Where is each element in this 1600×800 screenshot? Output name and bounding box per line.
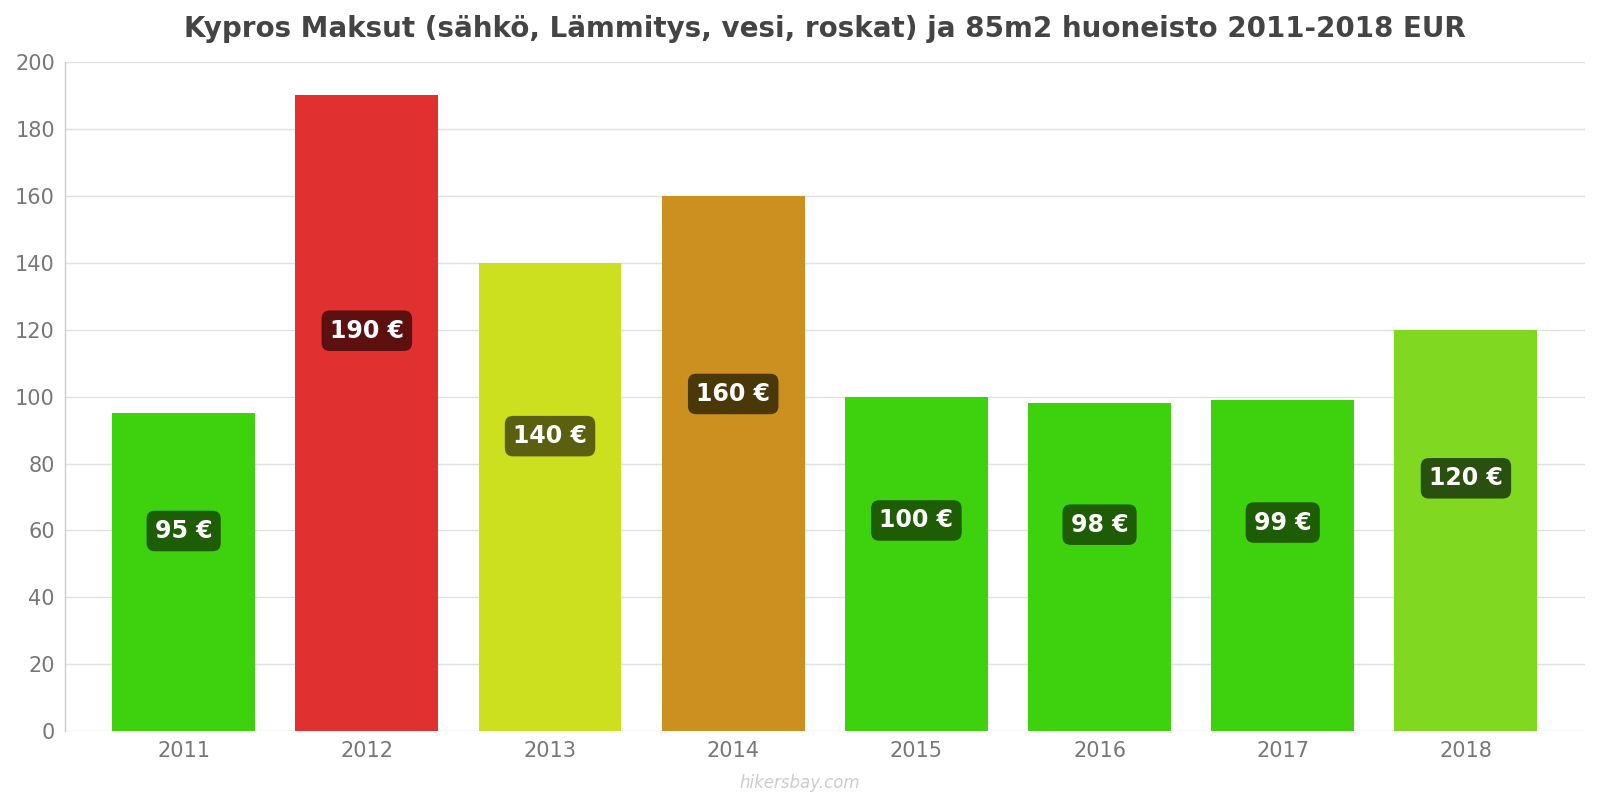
Text: 160 €: 160 € xyxy=(696,382,770,406)
Text: 99 €: 99 € xyxy=(1254,510,1312,534)
Text: 98 €: 98 € xyxy=(1070,513,1128,537)
Bar xyxy=(1211,400,1354,731)
Bar xyxy=(845,397,987,731)
Text: hikersbay.com: hikersbay.com xyxy=(739,774,861,792)
Text: 120 €: 120 € xyxy=(1429,466,1502,490)
Bar xyxy=(1029,403,1171,731)
Bar xyxy=(296,95,438,731)
Title: Kypros Maksut (sähkö, Lämmitys, vesi, roskat) ja 85m2 huoneisto 2011-2018 EUR: Kypros Maksut (sähkö, Lämmitys, vesi, ro… xyxy=(184,15,1466,43)
Bar xyxy=(478,262,621,731)
Text: 100 €: 100 € xyxy=(880,509,954,533)
Text: 95 €: 95 € xyxy=(155,519,213,543)
Bar xyxy=(1395,330,1538,731)
Bar xyxy=(662,196,805,731)
Text: 140 €: 140 € xyxy=(514,424,587,448)
Text: 190 €: 190 € xyxy=(330,318,403,342)
Bar xyxy=(112,414,254,731)
